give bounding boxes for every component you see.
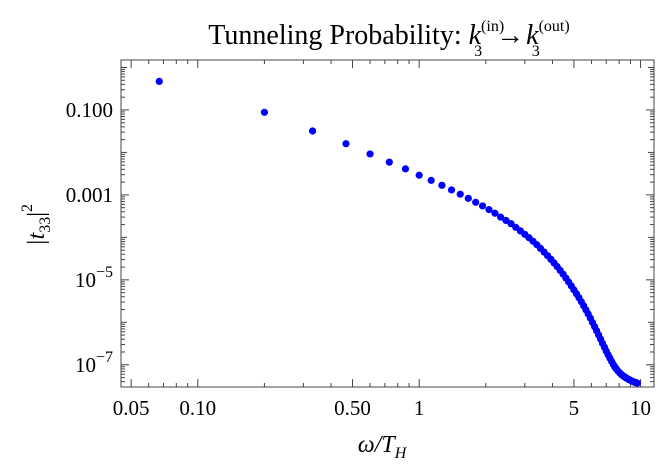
data-point bbox=[155, 77, 163, 86]
data-point bbox=[366, 150, 374, 158]
data-point bbox=[415, 171, 423, 179]
y-tick-label: 10−7 bbox=[75, 349, 113, 377]
title-k-in: k bbox=[469, 20, 482, 51]
data-point bbox=[472, 198, 480, 206]
axis-tick-labels: 0.05 0.10 0.50 1 5 10 0.100 0.001 10−5 10−7 bbox=[66, 98, 651, 420]
y-tick-label: 10−5 bbox=[75, 264, 113, 292]
data-point bbox=[342, 140, 350, 148]
x-tick-label: 5 bbox=[569, 396, 580, 420]
y-axis-label-close: | bbox=[24, 212, 50, 217]
data-point bbox=[456, 190, 464, 198]
x-axis-label-sub: H bbox=[394, 445, 408, 462]
title-arrow: → bbox=[496, 20, 524, 51]
data-point bbox=[464, 194, 472, 202]
title-k-in-sup: (in) bbox=[481, 18, 504, 35]
x-tick-label: 0.05 bbox=[113, 396, 150, 420]
data-point bbox=[497, 213, 505, 221]
data-point bbox=[401, 165, 410, 173]
x-tick-label: 1 bbox=[414, 396, 425, 420]
y-axis-label-sub: 33 bbox=[37, 217, 54, 233]
data-point bbox=[260, 108, 269, 116]
y-axis-label-sup: 2 bbox=[19, 204, 36, 212]
title-k-out-sup: (out) bbox=[539, 18, 570, 35]
data-point bbox=[427, 176, 435, 184]
plot-frame bbox=[120, 59, 655, 388]
data-point bbox=[491, 209, 499, 217]
data-point bbox=[385, 158, 393, 166]
title-k-out: k bbox=[526, 20, 539, 51]
y-axis-label: |t33|2 bbox=[19, 204, 54, 246]
title-k-in-sub: 3 bbox=[474, 43, 482, 60]
data-point bbox=[485, 206, 493, 214]
chart-title: Tunneling Probability: k(in) 3→k(out) 3 bbox=[208, 18, 569, 60]
y-tick-label: 0.100 bbox=[66, 98, 113, 122]
x-axis-label: ω/TH bbox=[358, 432, 408, 462]
x-tick-label: 10 bbox=[630, 396, 651, 420]
y-tick-label: 0.001 bbox=[66, 183, 113, 207]
data-point bbox=[438, 181, 446, 189]
data-point bbox=[478, 202, 487, 210]
x-tick-label: 0.10 bbox=[179, 396, 216, 420]
data-points bbox=[155, 77, 641, 387]
data-point bbox=[633, 379, 641, 387]
title-prefix: Tunneling Probability: bbox=[208, 20, 468, 51]
title-k-out-sub: 3 bbox=[532, 43, 540, 60]
y-axis-label-main: |t bbox=[24, 231, 50, 246]
axis-ticks bbox=[121, 60, 654, 388]
data-point bbox=[447, 186, 456, 194]
x-axis-label-main: ω/T bbox=[358, 432, 397, 458]
x-tick-label: 0.50 bbox=[334, 396, 371, 420]
data-point bbox=[308, 127, 317, 135]
